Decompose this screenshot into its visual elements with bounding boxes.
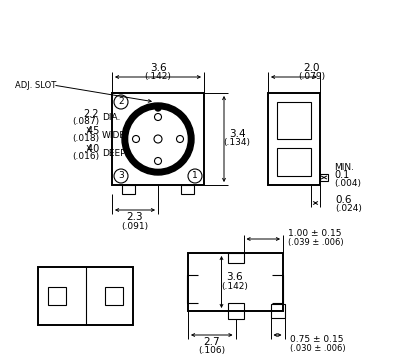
Text: (.142): (.142) [221,281,248,290]
Text: .40: .40 [84,144,99,154]
Bar [48,287,66,305]
Text: WIDE: WIDE [102,131,126,139]
Text: 2.0: 2.0 [304,63,320,73]
Text: 3.6: 3.6 [226,272,243,282]
Text: (.039 ± .006): (.039 ± .006) [288,237,344,246]
Text: ADJ. SLOT: ADJ. SLOT [15,81,56,90]
Text: (.018): (.018) [72,135,99,143]
Bar [320,174,328,181]
Text: 1.00 ± 0.15: 1.00 ± 0.15 [288,229,342,238]
Text: (.091): (.091) [122,221,148,231]
Bar [112,93,204,185]
Circle shape [122,103,194,175]
Bar [38,267,133,325]
Bar [277,102,311,139]
Circle shape [155,105,161,111]
Text: (.016): (.016) [72,152,99,162]
Text: (.106): (.106) [198,347,225,355]
Text: (.087): (.087) [72,117,99,126]
Text: (.134): (.134) [224,139,250,147]
Bar [228,253,244,263]
Text: (.079): (.079) [298,72,326,81]
Text: X: X [86,126,92,135]
Bar [188,253,283,311]
Text: (.142): (.142) [144,72,172,81]
Bar [181,185,194,194]
Circle shape [129,110,187,168]
Text: MIN.: MIN. [334,163,354,172]
Text: (.004): (.004) [334,179,361,188]
Text: (.024): (.024) [335,204,362,212]
Text: 2.7: 2.7 [204,337,220,347]
Text: 2.3: 2.3 [127,212,143,222]
Bar [270,304,284,318]
Bar [268,93,320,185]
Text: .45: .45 [84,126,99,136]
Text: DEEP: DEEP [102,148,126,158]
Bar [122,185,135,194]
Text: 3.4: 3.4 [229,129,245,139]
Text: DIA.: DIA. [102,113,120,122]
Text: 1: 1 [192,171,198,180]
Text: 0.75 ± 0.15: 0.75 ± 0.15 [290,334,343,343]
Bar [277,148,311,176]
Bar [228,303,244,319]
Text: 0.1: 0.1 [334,171,349,180]
Bar [105,287,123,305]
Text: 3.6: 3.6 [150,63,166,73]
Text: 2: 2 [118,98,124,106]
Text: X: X [86,144,92,154]
Text: (.030 ± .006): (.030 ± .006) [290,343,345,352]
Text: 2.2: 2.2 [84,109,99,119]
Text: 0.6: 0.6 [335,195,352,205]
Text: 3: 3 [118,171,124,180]
